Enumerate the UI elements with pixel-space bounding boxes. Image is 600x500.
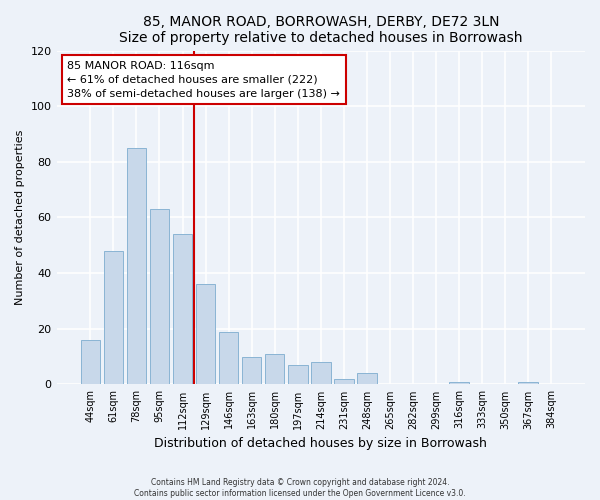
Bar: [311, 362, 331, 384]
Bar: [518, 382, 538, 384]
X-axis label: Distribution of detached houses by size in Borrowash: Distribution of detached houses by size …: [154, 437, 487, 450]
Bar: [334, 379, 353, 384]
Text: 85 MANOR ROAD: 116sqm
← 61% of detached houses are smaller (222)
38% of semi-det: 85 MANOR ROAD: 116sqm ← 61% of detached …: [67, 60, 340, 98]
Bar: [288, 365, 308, 384]
Bar: [196, 284, 215, 384]
Y-axis label: Number of detached properties: Number of detached properties: [15, 130, 25, 305]
Bar: [449, 382, 469, 384]
Bar: [149, 209, 169, 384]
Bar: [104, 251, 123, 384]
Text: Contains HM Land Registry data © Crown copyright and database right 2024.
Contai: Contains HM Land Registry data © Crown c…: [134, 478, 466, 498]
Bar: [127, 148, 146, 384]
Bar: [265, 354, 284, 384]
Bar: [80, 340, 100, 384]
Bar: [173, 234, 193, 384]
Title: 85, MANOR ROAD, BORROWASH, DERBY, DE72 3LN
Size of property relative to detached: 85, MANOR ROAD, BORROWASH, DERBY, DE72 3…: [119, 15, 523, 45]
Bar: [242, 356, 262, 384]
Bar: [357, 374, 377, 384]
Bar: [219, 332, 238, 384]
